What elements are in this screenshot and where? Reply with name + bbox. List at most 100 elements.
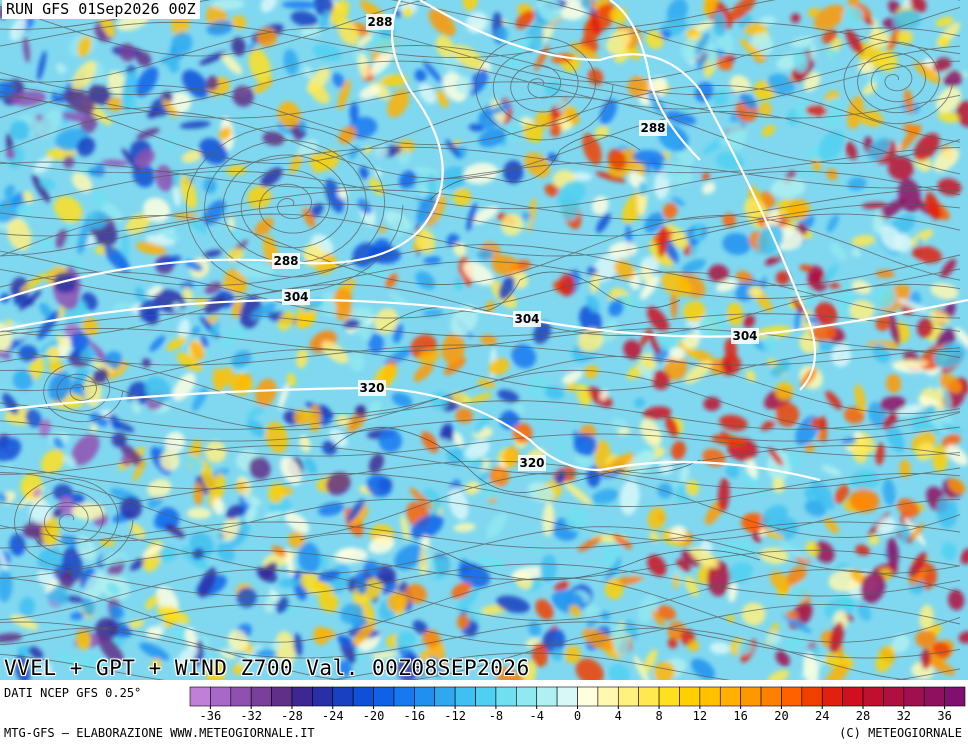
vvel-blob bbox=[654, 169, 670, 200]
vvel-blob bbox=[332, 72, 346, 89]
vvel-blob bbox=[787, 450, 801, 468]
vvel-blob bbox=[226, 247, 244, 262]
vvel-blob bbox=[915, 629, 937, 649]
vvel-blob bbox=[180, 281, 194, 291]
vvel-blob bbox=[172, 186, 181, 207]
vvel-blob bbox=[454, 275, 464, 291]
vvel-blob bbox=[409, 487, 433, 510]
vvel-blob bbox=[823, 98, 844, 126]
vvel-blob bbox=[555, 470, 566, 485]
vvel-blob bbox=[135, 51, 152, 67]
vvel-blob bbox=[236, 587, 257, 608]
vvel-blob bbox=[394, 544, 425, 570]
streamline bbox=[0, 328, 960, 352]
vvel-blob bbox=[644, 212, 664, 233]
vvel-blob bbox=[0, 349, 12, 360]
vvel-blob bbox=[542, 502, 555, 537]
colorbar-swatch bbox=[923, 686, 945, 707]
vvel-blob bbox=[667, 637, 678, 649]
contour-label: 304 bbox=[514, 312, 539, 326]
vvel-blob bbox=[181, 69, 210, 99]
vvel-blob bbox=[925, 191, 941, 221]
vvel-blob bbox=[4, 184, 15, 198]
vvel-blob bbox=[112, 302, 134, 310]
vvel-blob bbox=[849, 300, 875, 321]
vvel-blob bbox=[670, 525, 687, 541]
vvel-blob bbox=[402, 7, 413, 18]
vvel-blob bbox=[503, 160, 524, 184]
vvel-blob bbox=[762, 124, 775, 137]
colorbar-swatch bbox=[495, 686, 517, 707]
streamline bbox=[0, 0, 961, 57]
vvel-blob bbox=[56, 334, 68, 348]
vvel-blob bbox=[436, 89, 449, 108]
vvel-blob bbox=[393, 323, 404, 344]
streamline bbox=[0, 621, 961, 659]
vvel-blob bbox=[44, 579, 58, 593]
vvel-blob bbox=[911, 245, 942, 264]
vvel-blob bbox=[184, 627, 198, 648]
vvel-blob bbox=[212, 497, 225, 515]
streamline bbox=[14, 478, 134, 568]
vvel-blob bbox=[569, 42, 599, 60]
streamline bbox=[0, 27, 961, 83]
copyright: (C) METEOGIORNALE bbox=[839, 726, 962, 740]
vvel-blob bbox=[37, 310, 60, 340]
vvel-blob bbox=[775, 650, 790, 667]
vvel-blob bbox=[954, 327, 968, 349]
vvel-blob bbox=[576, 383, 591, 407]
vvel-blob bbox=[478, 127, 506, 148]
vvel-blob bbox=[336, 660, 353, 677]
vvel-blob bbox=[92, 361, 114, 373]
vvel-blob bbox=[435, 35, 456, 60]
colorbar-swatch bbox=[658, 686, 680, 707]
vvel-blob bbox=[76, 629, 91, 650]
vvel-blob bbox=[158, 546, 178, 563]
vvel-blob bbox=[466, 202, 477, 232]
vvel-blob bbox=[145, 595, 160, 610]
vvel-blob bbox=[457, 584, 480, 613]
vvel-blob bbox=[893, 9, 921, 31]
vvel-blob bbox=[610, 418, 628, 430]
vvel-blob bbox=[70, 611, 85, 621]
vvel-blob bbox=[272, 640, 281, 650]
vvel-blob bbox=[759, 529, 785, 540]
vvel-blob bbox=[184, 454, 204, 471]
vvel-blob bbox=[857, 603, 872, 621]
vvel-blob bbox=[868, 29, 890, 49]
vvel-blob bbox=[312, 43, 342, 62]
colorbar-swatch bbox=[250, 686, 272, 707]
vvel-blob bbox=[488, 358, 510, 376]
colorbar-tick-label: -36 bbox=[200, 709, 222, 723]
vvel-blob bbox=[689, 238, 699, 246]
vvel-field bbox=[0, 0, 968, 680]
vvel-blob bbox=[728, 0, 756, 22]
streamline bbox=[0, 161, 961, 189]
vvel-blob bbox=[544, 81, 562, 98]
vvel-blob bbox=[268, 482, 285, 504]
vvel-blob bbox=[321, 341, 349, 364]
vvel-blob bbox=[147, 285, 163, 297]
vvel-blob bbox=[349, 102, 359, 122]
vvel-blob bbox=[708, 264, 729, 283]
vvel-blob bbox=[330, 0, 350, 26]
streamline bbox=[0, 44, 961, 95]
vvel-blob bbox=[204, 295, 227, 314]
vvel-blob bbox=[804, 443, 816, 453]
colorbar-tick-label: -24 bbox=[322, 709, 344, 723]
vvel-blob bbox=[875, 442, 885, 466]
vvel-blob bbox=[385, 408, 419, 416]
vvel-blob bbox=[770, 177, 806, 198]
vvel-blob bbox=[651, 610, 665, 627]
map-title: VVEL + GPT + WIND Z700 Val. 00Z08SEP2026 bbox=[4, 656, 530, 680]
vvel-blob bbox=[563, 481, 592, 506]
vvel-blob bbox=[232, 297, 243, 319]
vvel-blob bbox=[193, 481, 204, 506]
contour-label: 288 bbox=[640, 121, 665, 135]
vvel-blob bbox=[485, 300, 495, 313]
vvel-blob bbox=[851, 279, 872, 295]
vvel-blob bbox=[608, 299, 624, 317]
vvel-blob bbox=[374, 308, 399, 334]
vvel-blob bbox=[69, 331, 90, 351]
vvel-blob bbox=[887, 22, 903, 52]
